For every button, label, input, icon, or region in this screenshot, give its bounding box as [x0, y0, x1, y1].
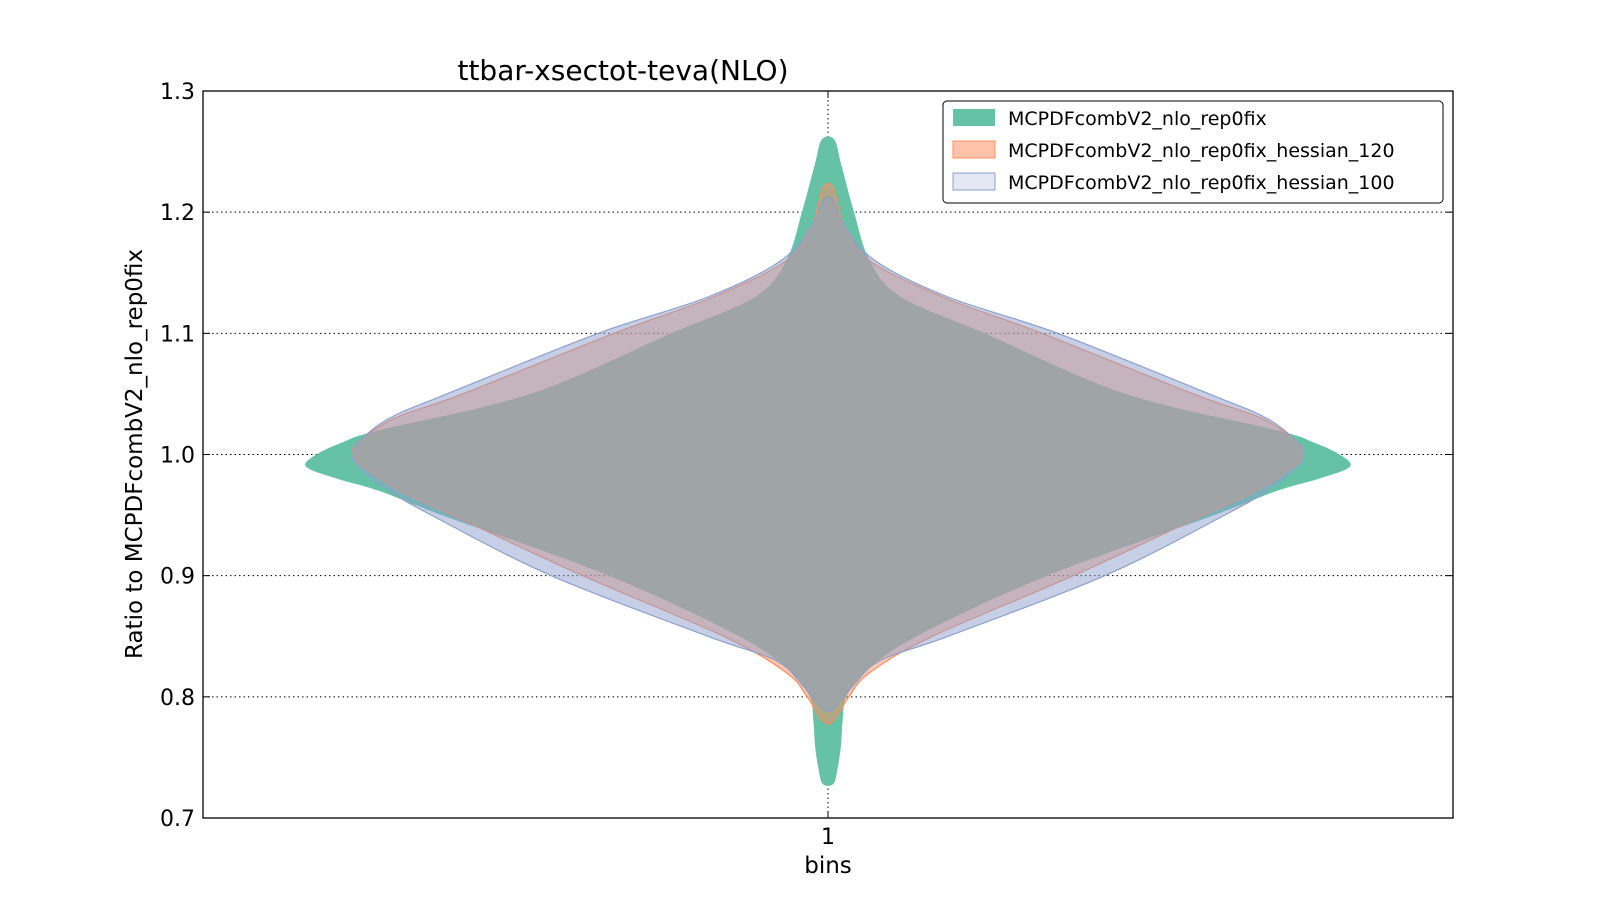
- y-axis-ticks: 0.7 0.8 0.9 1.0 1.1 1.2 1.3: [160, 80, 1453, 832]
- y-tick-label: 1.1: [160, 322, 195, 347]
- y-tick-label: 1.0: [160, 444, 195, 469]
- y-tick-label: 0.8: [160, 686, 195, 711]
- x-axis-ticks: 1: [821, 91, 835, 850]
- y-axis-title: Ratio to MCPDFcombV2_nlo_rep0fix: [122, 249, 148, 659]
- y-tick-label: 1.2: [160, 201, 195, 226]
- x-axis-title: bins: [804, 853, 852, 879]
- legend-label: MCPDFcombV2_nlo_rep0fix: [1008, 108, 1267, 130]
- y-tick-label: 0.7: [160, 807, 195, 832]
- legend-box: [942, 100, 1444, 204]
- legend-swatch: [953, 109, 995, 126]
- legend-label: MCPDFcombV2_nlo_rep0fix_hessian_120: [1008, 140, 1395, 162]
- x-tick-label: 1: [821, 825, 835, 850]
- legend-swatch: [952, 172, 996, 191]
- legend-swatch: [952, 140, 996, 159]
- violins: [305, 136, 1351, 786]
- y-tick-label: 0.9: [160, 565, 195, 590]
- violin-series-3: [352, 196, 1304, 713]
- chart-title: ttbar-xsectot-teva(NLO): [457, 54, 788, 87]
- legend: MCPDFcombV2_nlo_rep0fix MCPDFcombV2_nlo_r…: [942, 100, 1444, 204]
- y-tick-label: 1.3: [160, 80, 195, 105]
- legend-label: MCPDFcombV2_nlo_rep0fix_hessian_100: [1008, 172, 1395, 194]
